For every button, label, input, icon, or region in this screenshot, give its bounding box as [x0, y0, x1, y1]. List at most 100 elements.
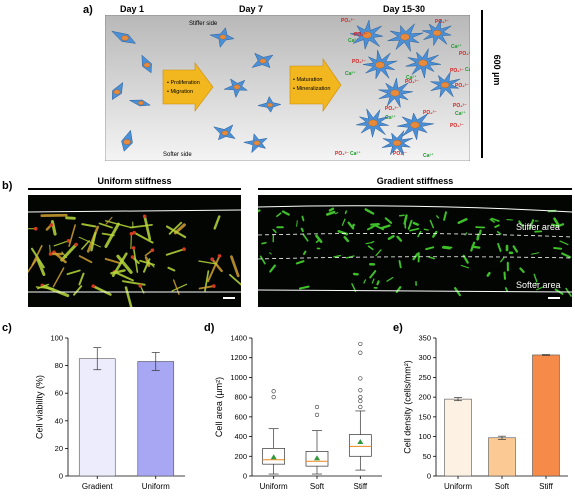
- ion-ca-2: Ca²⁺: [345, 71, 356, 77]
- ion-po-11: PO₄³⁻: [423, 110, 437, 116]
- panel-e-label: e): [393, 322, 403, 334]
- panel-a-label: a): [83, 4, 93, 16]
- chart-e-ytick-label: 200: [418, 393, 431, 402]
- chart-d-ytick-label: 200: [234, 452, 247, 461]
- chart-c-ytick-label: 20: [55, 444, 63, 453]
- uniform-title: Uniform stiffness: [97, 176, 172, 186]
- chart-c-xtick-label-uniform: Uniform: [142, 482, 170, 491]
- day-15-30-label: Day 15-30: [383, 4, 426, 14]
- chart-e-bar-uniform: [444, 398, 472, 477]
- chart-c-viability: 0 20 40 60 80 100 Cell viability (%) Gradient Un…: [35, 334, 185, 491]
- chart-d-box-stiff-flier-4: [358, 388, 363, 393]
- arrow-proliferation: [162, 62, 214, 112]
- micrograph-uniform: [28, 195, 241, 307]
- chart-e-ytick-label: 150: [418, 412, 431, 421]
- ion-ca-1: Ca²⁺: [348, 38, 359, 44]
- chart-d-xtick-label-stiff: Stiff: [354, 482, 368, 491]
- chart-d-ytick-label: 600: [234, 412, 247, 421]
- arrow2-item-2: • Mineralization: [293, 86, 330, 92]
- ion-po-3: PO₄³⁻: [352, 59, 366, 65]
- scale-bar-label: 600 µm: [492, 54, 502, 86]
- arrow1-item-2: • Migration: [167, 89, 193, 95]
- panel-b-label: b): [2, 180, 13, 192]
- ion-po-14: PO₄³⁻: [335, 151, 349, 157]
- arrow-maturation: [289, 58, 342, 112]
- ion-po-12: PO₄³⁻: [450, 123, 464, 129]
- ion-po-6: PO₄³⁻: [450, 68, 464, 74]
- chart-e-bar-stiff: [532, 354, 560, 477]
- chart-d-ytick-label: 800: [234, 393, 247, 402]
- cell-day7-6-nucleus: [253, 140, 261, 146]
- chart-e-xtick-label-uniform: Uniform: [444, 482, 472, 491]
- arrow2-item-1: • Maturation: [293, 77, 322, 83]
- ion-ca-4: Ca²⁺: [406, 75, 417, 81]
- chart-e-ytick-label: 250: [418, 373, 431, 382]
- ion-po-4: PO₄³⁻: [435, 19, 449, 25]
- chart-d-ytick-label: 1400: [230, 334, 247, 343]
- cell-day30-7-nucleus: [390, 89, 400, 97]
- ion-ca-5: Ca²⁺: [455, 111, 466, 117]
- gradient-title: Gradient stiffness: [376, 176, 454, 186]
- ion-po-9: PO₄³⁻: [453, 103, 467, 109]
- chart-e-xtick-label-stiff: Stiff: [539, 482, 553, 491]
- chart-d-box-stiff-flier-6: [358, 350, 363, 355]
- cell-day30-9-nucleus: [410, 121, 420, 129]
- cell-day1-5-nucleus: [123, 139, 131, 145]
- chart-d-box-stiff-flier-7: [358, 341, 363, 347]
- cell-day1-1-nucleus: [121, 35, 129, 41]
- ion-po-13: PO₄³⁻: [393, 151, 407, 157]
- panel-d-label: d): [204, 322, 215, 334]
- day-1-label: Day 1: [120, 4, 145, 14]
- cell-day7-3-nucleus: [233, 84, 241, 90]
- ion-po-5: PO₄³⁻: [459, 51, 470, 57]
- chart-d-ytick-label: 0: [243, 472, 247, 481]
- ion-ca-6: Ca²⁺: [385, 115, 396, 121]
- chart-d-box-stiff-flier-5: [358, 376, 363, 381]
- cell-day30-5-nucleus: [418, 59, 428, 67]
- cell-day30-3-nucleus: [432, 29, 442, 37]
- ion-po-10: PO₄³⁻: [385, 106, 399, 112]
- chart-c-ylabel: Cell viability (%): [35, 375, 45, 439]
- ion-ca-3: Ca²⁺: [451, 44, 462, 50]
- chart-d-box-stiff-flier-1: [358, 404, 363, 410]
- ion-po-1: PO₄³⁻: [341, 18, 355, 24]
- chart-c-bar-uniform: [137, 361, 175, 477]
- uniform-scale-bar: [223, 297, 235, 299]
- chart-d-ytick-label: 400: [234, 432, 247, 441]
- chart-d-xtick-label-soft: Soft: [310, 482, 325, 491]
- chart-e-cell-density: 0 50 100 150 200 250 300 350 Cell density (cells…: [403, 334, 568, 491]
- uniform-title-underline: [28, 188, 241, 190]
- cell-day30-1-nucleus: [362, 31, 372, 39]
- cell-day7-5-nucleus: [221, 130, 229, 136]
- ion-ca-9: Ca²⁺: [465, 67, 470, 73]
- stiffer-area-label: Stiffer area: [516, 222, 560, 232]
- chart-c-ytick-label: 40: [55, 416, 63, 425]
- chart-e-ytick-label: 50: [423, 452, 431, 461]
- ion-po-8: PO₄³⁻: [405, 79, 419, 85]
- stiffer-side-label: Stiffer side: [189, 21, 218, 27]
- chart-c-ytick-label: 80: [55, 361, 63, 370]
- gradient-title-underline: [258, 188, 572, 190]
- chart-d-box-soft-flier-1: [314, 412, 320, 417]
- gradient-scale-bar: [548, 297, 560, 299]
- day-7-label: Day 7: [239, 4, 264, 14]
- ion-po-7: PO₄³⁻: [455, 83, 469, 89]
- cell-day30-6-nucleus: [440, 81, 450, 89]
- chart-e-xtick-label-soft: Soft: [495, 482, 510, 491]
- chart-c-xtick-label-gradient: Gradient: [82, 482, 113, 491]
- chart-d-box-stiff: [348, 434, 372, 457]
- chart-d-box-soft-flier-2: [314, 404, 320, 410]
- softer-side-label: Softer side: [163, 152, 192, 158]
- chart-d-box-stiff-flier-2: [358, 398, 363, 404]
- chart-e-ytick-label: 350: [418, 334, 431, 343]
- arrow1-item-1: • Proliferation: [167, 80, 200, 86]
- schematic-diagram: • Proliferation • Migration • Maturation…: [105, 15, 470, 161]
- chart-c-ytick-label: 100: [50, 334, 63, 343]
- cell-day1-3-nucleus: [113, 89, 121, 95]
- chart-e-ytick-label: 300: [418, 353, 431, 362]
- cell-day7-4-nucleus: [267, 102, 273, 108]
- chart-d-box-stiff-mean: [357, 438, 364, 444]
- softer-area-label: Softer area: [516, 280, 561, 290]
- chart-d-box-stiff-flier-3: [358, 395, 363, 400]
- chart-d-box-soft-mean: [314, 455, 320, 461]
